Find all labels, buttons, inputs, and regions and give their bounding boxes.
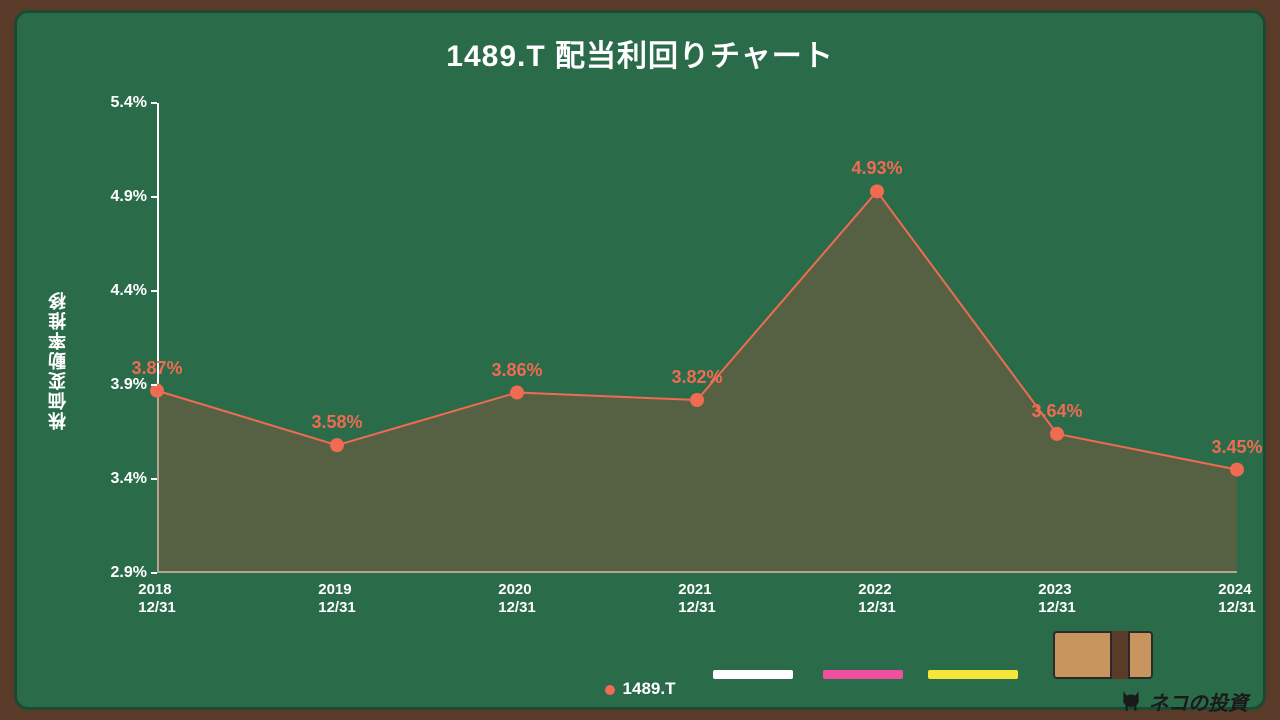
y-tick-label: 4.9%	[111, 188, 147, 206]
data-point	[1050, 427, 1064, 441]
x-tick-label: 201812/31	[138, 581, 176, 617]
x-tick-label: 202012/31	[498, 581, 536, 617]
chalk-white-icon	[713, 670, 793, 679]
y-axis-label: 株価変動率推移	[45, 290, 71, 430]
chalk-yellow-icon	[928, 670, 1018, 679]
y-tick-mark	[151, 196, 157, 198]
point-label: 3.86%	[491, 360, 542, 381]
point-label: 4.93%	[851, 158, 902, 179]
y-tick-mark	[151, 102, 157, 104]
point-label: 3.64%	[1031, 401, 1082, 422]
x-tick-label: 202212/31	[858, 581, 896, 617]
legend-label: 1489.T	[623, 679, 676, 698]
chalk-pink-icon	[823, 670, 903, 679]
point-label: 3.58%	[311, 412, 362, 433]
y-tick-mark	[151, 478, 157, 480]
chalkboard: 1489.T 配当利回りチャート 株価変動率推移 2.9%3.4%3.9%4.4…	[14, 10, 1266, 710]
legend: 1489.T	[17, 679, 1263, 699]
point-label: 3.82%	[671, 367, 722, 388]
legend-marker-icon	[605, 685, 615, 695]
chart-svg	[157, 103, 1237, 573]
y-tick-label: 4.4%	[111, 282, 147, 300]
data-point	[690, 393, 704, 407]
plot-area: 2.9%3.4%3.9%4.4%4.9%5.4%201812/31201912/…	[157, 103, 1237, 573]
data-point	[1230, 463, 1244, 477]
x-tick-label: 202312/31	[1038, 581, 1076, 617]
x-tick-label: 201912/31	[318, 581, 356, 617]
y-tick-mark	[151, 572, 157, 574]
y-tick-mark	[151, 290, 157, 292]
eraser-icon	[1053, 631, 1153, 679]
x-tick-label: 202412/31	[1218, 581, 1256, 617]
y-tick-label: 3.4%	[111, 470, 147, 488]
point-label: 3.45%	[1211, 437, 1262, 458]
y-tick-label: 2.9%	[111, 564, 147, 582]
brand-label: ネコの投資	[1118, 687, 1248, 716]
data-point	[510, 386, 524, 400]
y-tick-mark	[151, 384, 157, 386]
data-point	[870, 184, 884, 198]
chart-title: 1489.T 配当利回りチャート	[17, 31, 1263, 75]
point-label: 3.87%	[131, 358, 182, 379]
data-point	[330, 438, 344, 452]
cat-icon	[1118, 688, 1144, 714]
x-tick-label: 202112/31	[678, 581, 716, 617]
y-tick-label: 3.9%	[111, 376, 147, 394]
y-tick-label: 5.4%	[111, 94, 147, 112]
